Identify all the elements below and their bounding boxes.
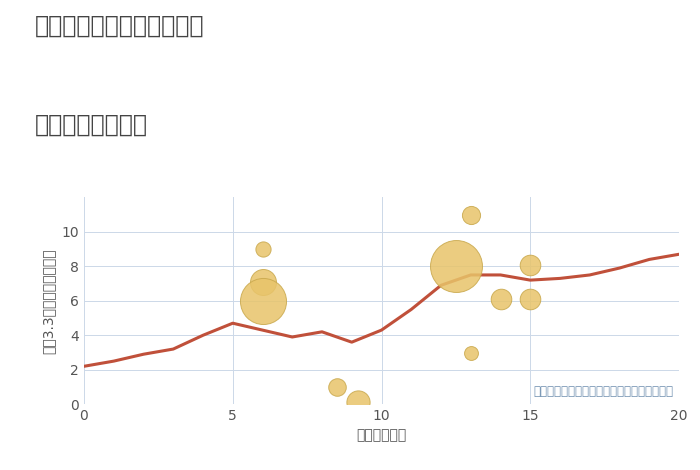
- X-axis label: 駅距離（分）: 駅距離（分）: [356, 429, 407, 443]
- Y-axis label: 坪（3.3㎡）単価（万円）: 坪（3.3㎡）単価（万円）: [42, 248, 56, 353]
- Point: [525, 261, 536, 268]
- Point: [495, 295, 506, 303]
- Point: [331, 383, 342, 391]
- Point: [257, 278, 268, 286]
- Point: [257, 245, 268, 253]
- Point: [465, 211, 476, 219]
- Text: 三重県伊賀市上野車坂町の: 三重県伊賀市上野車坂町の: [35, 14, 204, 38]
- Point: [465, 349, 476, 356]
- Text: 駅距離別土地価格: 駅距離別土地価格: [35, 113, 148, 137]
- Point: [450, 263, 461, 270]
- Point: [352, 398, 363, 405]
- Point: [525, 295, 536, 303]
- Point: [257, 297, 268, 305]
- Text: 円の大きさは、取引のあった物件面積を示す: 円の大きさは、取引のあった物件面積を示す: [533, 385, 673, 398]
